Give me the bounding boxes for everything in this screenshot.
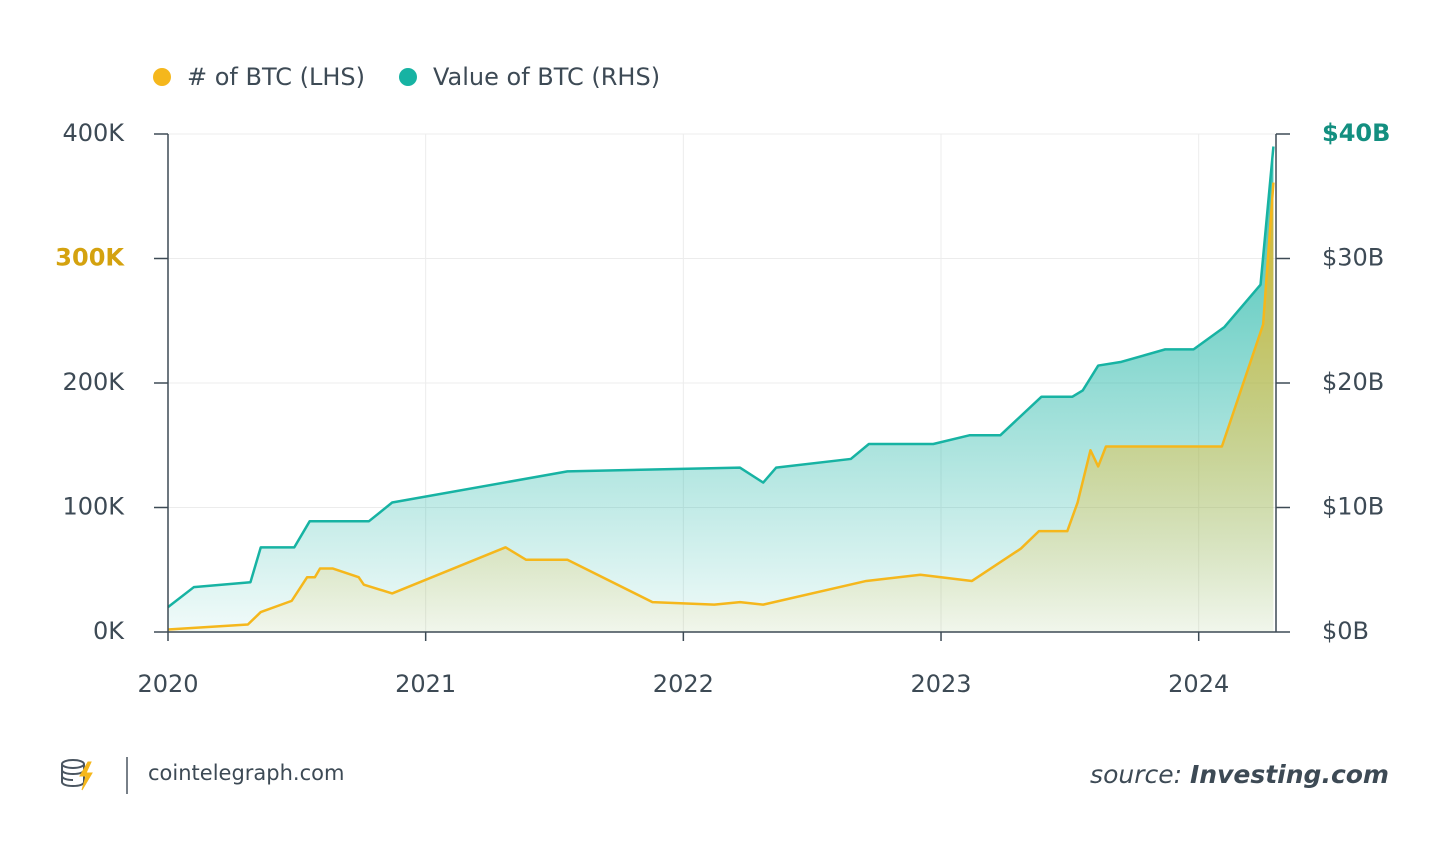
legend-label: # of BTC (LHS) [187, 63, 365, 91]
area [168, 146, 1274, 632]
legend-label: Value of BTC (RHS) [433, 63, 660, 91]
line [167, 146, 1275, 609]
x-tick-label: 2023 [910, 670, 971, 698]
y2-tick-label: $0B [1322, 617, 1369, 645]
y-tick-label: 0K [93, 617, 125, 645]
y-tick-label: 100K [62, 493, 125, 521]
x-tick-label: 2024 [1168, 670, 1229, 698]
site: cointelegraph.com [148, 761, 344, 785]
y2-tick-label: $40B [1322, 119, 1390, 147]
source-prefix: source: [1090, 760, 1182, 789]
y-tick-label: 400K [62, 119, 125, 147]
legend-marker [153, 68, 171, 86]
logo [61, 759, 93, 791]
x-tick-label: 2022 [653, 670, 714, 698]
y-tick-label: 200K [62, 368, 125, 396]
x-tick-label: 2021 [395, 670, 456, 698]
legend-marker [398, 68, 417, 86]
source: source: Investing.com [1090, 760, 1389, 789]
y2-tick-label: $20B [1322, 368, 1384, 396]
y-tick-label: 300K [55, 244, 125, 272]
line [167, 182, 1275, 631]
area [168, 182, 1274, 632]
source-name: Investing.com [1190, 760, 1389, 789]
x-tick-label: 2020 [137, 670, 198, 698]
y2-tick-label: $10B [1322, 493, 1384, 521]
y2-tick-label: $30B [1322, 244, 1384, 272]
